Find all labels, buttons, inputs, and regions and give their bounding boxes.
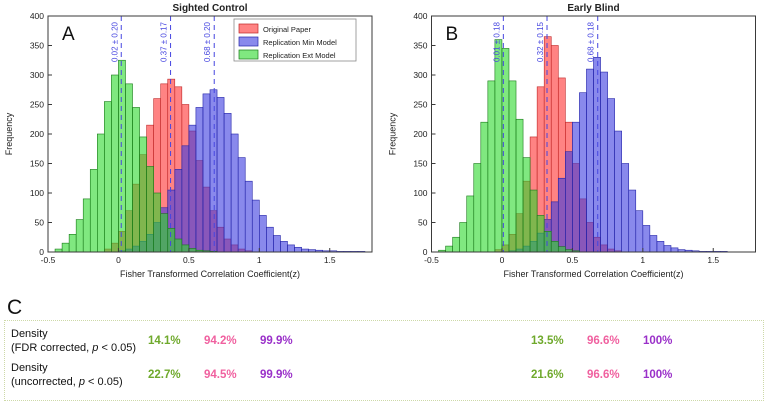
svg-text:0.5: 0.5 [183,255,195,265]
svg-text:150: 150 [30,159,44,169]
svg-text:1.5: 1.5 [707,255,719,265]
density-sublabel-prefix: (FDR corrected, [11,342,93,355]
density-panel: C Density (FDR corrected, p < 0.05) 14.1… [0,296,767,403]
histogram-panel-b: 0.01 ± 0.18 0.32 ± 0.15 0.68 ± 0.18-0.5 0 0.… [388,3,756,279]
svg-text:B: B [446,24,459,45]
density-row-fdr: Density (FDR corrected, p < 0.05) 14.1% … [11,327,763,356]
svg-text:0: 0 [423,247,428,257]
density-row-label: Density (FDR corrected, p < 0.05) [11,327,148,356]
svg-text:Fisher Transformed Correlation: Fisher Transformed Correlation Coefficie… [120,269,300,279]
density-value: 94.2% [204,335,237,348]
svg-text:Original Paper: Original Paper [263,25,311,34]
svg-text:150: 150 [413,159,427,169]
density-value: 14.1% [148,335,181,348]
svg-text:400: 400 [30,11,44,21]
svg-text:300: 300 [30,70,44,80]
density-value: 96.6% [587,335,620,348]
svg-text:0: 0 [500,255,505,265]
svg-text:0: 0 [116,255,121,265]
svg-text:0.68 ± 0.20: 0.68 ± 0.20 [203,21,212,62]
svg-text:Replication Min Model: Replication Min Model [263,38,337,47]
density-label-text: Density [11,361,48,374]
density-value: 100% [643,368,673,381]
density-row-label: Density (uncorrected, p < 0.05) [11,361,148,390]
density-value: 22.7% [148,368,181,381]
density-value: 13.5% [531,335,564,348]
svg-text:0.02 ± 0.20: 0.02 ± 0.20 [110,21,119,62]
density-value: 99.9% [260,368,293,381]
svg-text:-0.5: -0.5 [41,255,56,265]
svg-text:0.68 ± 0.18: 0.68 ± 0.18 [587,21,596,62]
svg-text:Replication Ext Model: Replication Ext Model [263,51,336,60]
density-sublabel-prefix: (uncorrected, [11,375,79,388]
svg-text:200: 200 [30,129,44,139]
svg-text:A: A [62,24,75,45]
svg-text:250: 250 [413,100,427,110]
histogram-panel-a: 0.02 ± 0.20 0.37 ± 0.17 0.68 ± 0.20-0.5 0 0.… [4,3,373,279]
svg-text:Frequency: Frequency [388,112,398,155]
svg-text:350: 350 [413,41,427,51]
svg-text:200: 200 [413,129,427,139]
density-row-uncorrected: Density (uncorrected, p < 0.05) 22.7% 94… [11,361,763,390]
svg-text:50: 50 [35,218,45,228]
density-label-text: Density [11,328,48,340]
density-value: 99.9% [260,335,293,348]
svg-text:0.5: 0.5 [566,255,578,265]
density-sublabel-p: p [92,342,99,355]
svg-text:50: 50 [418,218,428,228]
density-value: 100% [643,335,673,348]
density-sublabel-suffix: < 0.05) [98,342,137,355]
svg-text:0.37 ± 0.17: 0.37 ± 0.17 [160,21,169,62]
svg-text:Early Blind: Early Blind [567,3,619,14]
density-table: Density (FDR corrected, p < 0.05) 14.1% … [4,320,764,401]
histogram-panels: 0.02 ± 0.20 0.37 ± 0.17 0.68 ± 0.20 -0.5 0 0.… [4,3,756,279]
panel-c-letter: C [7,296,23,319]
svg-text:Frequency: Frequency [4,112,14,155]
svg-text:1: 1 [257,255,262,265]
svg-text:400: 400 [413,11,427,21]
density-sublabel-suffix: < 0.05) [85,375,123,388]
svg-text:100: 100 [413,188,427,198]
svg-text:1.5: 1.5 [324,255,336,265]
svg-text:300: 300 [413,70,427,80]
svg-text:Fisher Transformed Correlation: Fisher Transformed Correlation Coefficie… [504,269,684,279]
density-sublabel-p: p [78,375,85,388]
svg-text:0: 0 [39,247,44,257]
svg-text:100: 100 [30,188,44,198]
svg-text:0.01 ± 0.18: 0.01 ± 0.18 [492,21,501,62]
svg-text:350: 350 [30,41,44,51]
density-value: 94.5% [204,368,237,381]
density-value: 96.6% [587,368,620,381]
svg-text:1: 1 [640,255,645,265]
svg-text:-0.5: -0.5 [424,255,439,265]
density-value: 21.6% [531,368,564,381]
svg-text:Sighted Control: Sighted Control [173,3,248,14]
svg-text:0.32 ± 0.15: 0.32 ± 0.15 [536,21,545,62]
svg-text:250: 250 [30,100,44,110]
